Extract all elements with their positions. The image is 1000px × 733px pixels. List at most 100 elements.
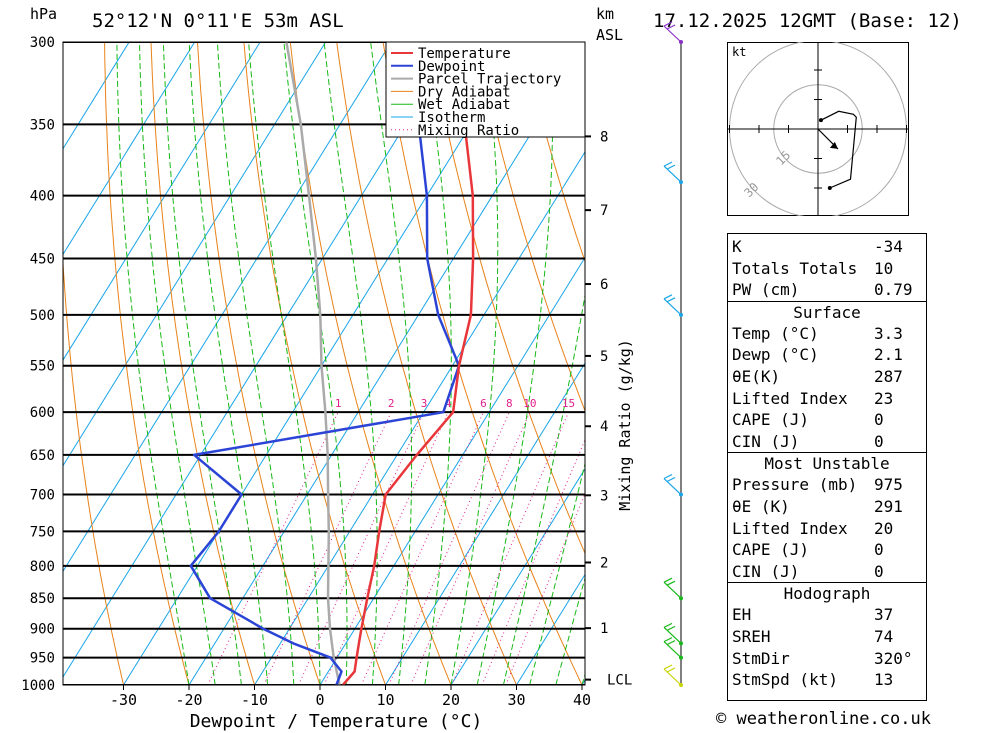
- location-title: 52°12'N 0°11'E 53m ASL: [92, 10, 344, 32]
- pressure-tick-label: 1000: [21, 678, 55, 694]
- isotherm-line: [63, 42, 458, 678]
- index-value: -34: [874, 237, 903, 256]
- temp-tick-label: 0: [315, 691, 324, 709]
- index-label: SREH: [732, 627, 771, 646]
- wind-barb: [663, 637, 682, 659]
- wet-adiabat-line: [116, 42, 190, 685]
- mixing-ratio-label: 20: [590, 397, 603, 410]
- wet-adiabat-line: [248, 42, 321, 685]
- index-value: 291: [874, 497, 903, 516]
- index-row: Lifted Index 23: [732, 388, 922, 409]
- height-axis: 8 7 6 5 4 3 2 1 LCL: [585, 129, 632, 689]
- dry-adiabat-line: [475, 42, 585, 413]
- index-value: 320°: [874, 648, 913, 668]
- wind-barb: [663, 161, 682, 183]
- index-row: CAPE (J) 0: [732, 539, 922, 560]
- mixing-ratio-line: [298, 411, 425, 685]
- height-tick-label: 8: [600, 129, 608, 145]
- wind-barb: [663, 622, 682, 644]
- index-label: θE(K): [732, 367, 781, 386]
- skewt-chart: 1 2 3 4 6 8 10 15 20 25 3003504004505005506006507…: [21, 21, 701, 732]
- index-row: CIN (J) 0: [732, 431, 922, 452]
- index-row: CIN (J) 0: [732, 561, 922, 582]
- credit-text: © weatheronline.co.uk: [716, 709, 931, 729]
- isotherm-line: [63, 42, 130, 150]
- pressure-unit-label: hPa: [30, 5, 58, 23]
- mixing-ratio-label: 1: [335, 397, 342, 410]
- pressure-tick-label: 400: [30, 189, 55, 205]
- index-label: K: [732, 237, 742, 256]
- mixing-ratio-line: [451, 412, 569, 685]
- pressure-tick-label: 350: [30, 117, 55, 133]
- legend-label: Wet Adiabat: [418, 97, 511, 113]
- index-label: StmSpd (kt): [732, 670, 838, 690]
- index-value: 0: [874, 561, 884, 581]
- wind-barb: [663, 577, 682, 599]
- index-section-title: Most Unstable: [728, 452, 926, 475]
- height-tick-label: 1: [600, 621, 608, 637]
- index-label: Dewp (°C): [732, 345, 819, 365]
- dry-adiabat-line: [150, 42, 255, 685]
- wet-adiabat-line: [370, 42, 413, 685]
- index-row: K -34: [732, 236, 922, 257]
- wet-adiabat-line: [162, 42, 242, 685]
- wet-adiabat-line: [188, 42, 269, 685]
- index-label: PW (cm): [732, 280, 800, 300]
- legend-label: Dry Adiabat: [418, 84, 511, 100]
- temp-tick-label: 30: [507, 691, 525, 709]
- index-value: 10: [874, 258, 894, 278]
- index-section-title: Surface: [728, 300, 926, 324]
- hodograph: kt 153045: [727, 42, 909, 216]
- legend-label: Mixing Ratio: [418, 123, 519, 139]
- index-label: CIN (J): [732, 561, 800, 581]
- mixing-ratio-line: [263, 411, 392, 685]
- temperature-line: [341, 42, 475, 685]
- index-row: StmSpd (kt) 13: [732, 669, 922, 690]
- legend-label: Isotherm: [418, 110, 485, 126]
- index-row: EH 37: [732, 604, 922, 625]
- wind-barb: [663, 664, 682, 686]
- index-row: θE(K) 287: [732, 366, 922, 387]
- pressure-tick-label: 700: [30, 488, 55, 504]
- pressure-tick-label: 300: [30, 35, 55, 51]
- index-value: 287: [874, 367, 903, 386]
- index-row: Lifted Index 20: [732, 518, 922, 539]
- pressure-tick-label: 750: [30, 524, 55, 540]
- mixing-ratio-label: 6: [480, 397, 487, 410]
- temp-tick-label: 20: [442, 691, 460, 709]
- wind-barb: [663, 473, 682, 495]
- index-label: Lifted Index: [732, 518, 848, 538]
- isotherm-line: [188, 45, 585, 685]
- index-row: Dewp (°C) 2.1: [732, 344, 922, 365]
- index-label: EH: [732, 605, 752, 625]
- isotherm-line: [319, 256, 585, 685]
- isotherm-line: [648, 42, 701, 685]
- wet-adiabat-line: [424, 42, 452, 685]
- legend-label: Temperature: [418, 46, 511, 62]
- index-value: 74: [874, 627, 894, 646]
- index-row: Temp (°C) 3.3: [732, 323, 922, 344]
- index-label: CAPE (J): [732, 540, 810, 560]
- mixing-ratio-line: [410, 411, 531, 685]
- temp-tick-label: -20: [175, 691, 202, 709]
- index-row: Pressure (mb) 975: [732, 474, 922, 495]
- mixing-ratio-label: 8: [506, 397, 513, 410]
- dry-adiabat-line: [63, 254, 124, 685]
- pressure-tick-label: 850: [30, 591, 55, 607]
- pressure-tick-label: 650: [30, 448, 55, 464]
- dry-adiabat-line: [568, 42, 585, 104]
- pressure-tick-label: 800: [30, 559, 55, 575]
- index-value: 20: [874, 518, 894, 538]
- index-value: 13: [874, 670, 894, 690]
- wet-adiabat-line: [283, 42, 348, 685]
- isotherm-line: [63, 42, 392, 573]
- hodograph-trace: [820, 110, 857, 189]
- height-tick-label: LCL: [607, 673, 632, 689]
- isotherm-line: [63, 42, 261, 361]
- wet-adiabat-line: [502, 292, 585, 685]
- dewpoint-line: [189, 42, 461, 685]
- isotherm-line: [450, 467, 585, 685]
- index-section-title: Hodograph: [728, 582, 926, 605]
- index-label: CAPE (J): [732, 410, 810, 430]
